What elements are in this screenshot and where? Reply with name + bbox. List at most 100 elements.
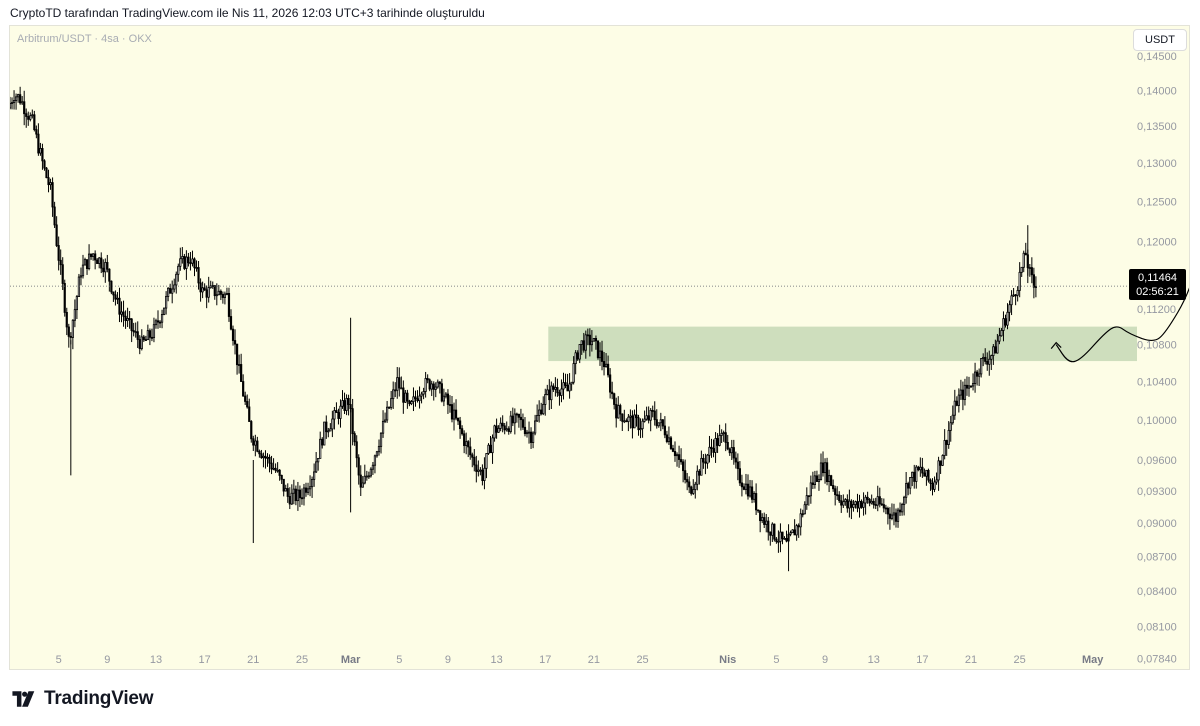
candle-body [290, 492, 293, 505]
candle-body [876, 496, 879, 506]
candle-body [556, 387, 559, 394]
candle-body [81, 264, 85, 277]
candle-body [260, 453, 263, 459]
candle-body [130, 318, 133, 331]
candle-body [375, 451, 379, 457]
candle-body [844, 499, 847, 503]
candle-body [23, 101, 26, 115]
candle-body [791, 529, 794, 534]
candle-body [1034, 286, 1038, 288]
candle-body [935, 479, 938, 483]
candle-body [329, 428, 332, 432]
candle-body [51, 182, 54, 208]
candle-body [765, 520, 768, 525]
candle-body [235, 343, 239, 366]
candle-body [404, 392, 407, 403]
candle-body [321, 438, 324, 446]
candle-body [308, 486, 312, 490]
candle-body [659, 419, 662, 424]
candle-body [949, 422, 952, 431]
candle-body [913, 471, 916, 482]
candle-body [21, 101, 24, 104]
candle-body [801, 513, 804, 516]
candle-body [651, 409, 654, 412]
candle-body [463, 433, 466, 446]
candle-body [77, 276, 81, 297]
candle-body [896, 509, 900, 522]
candle-body [341, 400, 344, 407]
candle-body [564, 382, 567, 386]
candle-body [379, 432, 383, 447]
candle-body [296, 489, 300, 502]
candle-body [432, 383, 435, 390]
candle-body [1020, 266, 1023, 273]
candle-body [12, 100, 16, 103]
candle-body [69, 335, 72, 338]
candle-body [690, 486, 693, 494]
candle-body [783, 538, 786, 540]
candle-body [87, 253, 91, 270]
candle-body [412, 396, 415, 402]
x-axis-tick-label: 13 [868, 654, 880, 666]
candle-body [609, 374, 612, 393]
candle-body [98, 257, 101, 264]
candle-body [246, 401, 249, 408]
candle-body [392, 389, 395, 400]
candle-body [489, 444, 492, 454]
candle-body [990, 355, 993, 360]
candle-body [643, 418, 646, 422]
candle-body [590, 340, 593, 346]
y-axis-tick-label: 0,13500 [1137, 121, 1177, 133]
candle-body [536, 415, 539, 422]
candle-body [503, 425, 506, 431]
x-axis-tick-label: 25 [636, 654, 648, 666]
candle-body [832, 485, 835, 490]
candle-body [452, 409, 456, 420]
candle-body [79, 275, 83, 278]
candle-body [209, 285, 212, 289]
y-axis-tick-label: 0,10000 [1137, 415, 1177, 427]
x-axis-tick-label: 9 [445, 654, 451, 666]
candle-body [748, 486, 752, 497]
candle-body [416, 398, 419, 402]
candle-body [116, 297, 119, 300]
candle-body [187, 256, 190, 264]
candle-body [278, 469, 281, 476]
candle-body [785, 538, 788, 542]
y-axis-tick-label: 0,10400 [1137, 377, 1177, 389]
candle-body [907, 483, 910, 489]
x-axis-tick-label: 21 [965, 654, 977, 666]
candle-body [383, 419, 387, 422]
price-chart[interactable]: 0,14500 0,14000 0,13500 0,13000 0,12500 0,120… [10, 26, 1190, 670]
candle-body [576, 352, 579, 360]
candle-body [128, 318, 131, 320]
candle-body [694, 483, 697, 490]
currency-button[interactable]: USDT [1133, 29, 1187, 51]
candle-body [880, 503, 883, 506]
candle-body [706, 454, 709, 464]
candle-body [554, 387, 557, 390]
candle-body [104, 262, 107, 273]
candle-body [927, 469, 930, 481]
candle-body [481, 469, 484, 481]
candle-body [834, 488, 837, 496]
candle-body [854, 501, 857, 505]
candle-body [37, 133, 40, 154]
candle-body [365, 475, 368, 478]
candle-body [615, 404, 618, 419]
candle-body [925, 469, 928, 477]
candle-body [394, 389, 397, 392]
candle-body [838, 494, 841, 502]
candle-body [903, 496, 906, 505]
candle-body [523, 426, 527, 435]
candle-body [637, 417, 640, 431]
candle-body [675, 454, 679, 457]
candle-body [582, 340, 585, 351]
y-axis-tick-label: 0,12000 [1137, 236, 1177, 248]
candle-body [169, 287, 172, 294]
candle-body [619, 405, 622, 415]
candle-body [430, 383, 433, 390]
candle-body [256, 440, 259, 452]
chart-pane[interactable]: 0,14500 0,14000 0,13500 0,13000 0,12500 0,120… [9, 25, 1190, 670]
candle-body [227, 293, 231, 317]
